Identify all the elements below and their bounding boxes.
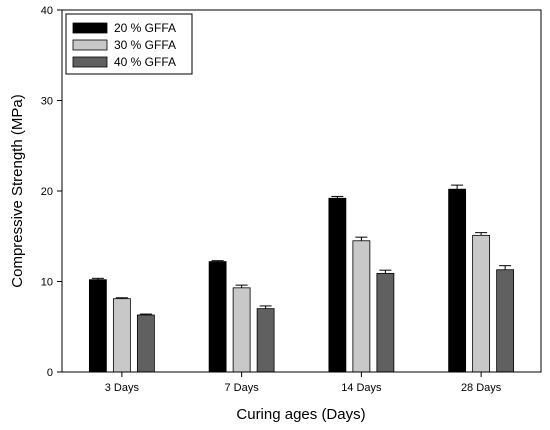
x-tick-label: 28 Days [461,382,502,394]
legend: 20 % GFFA 30 % GFFA 40 % GFFA [65,13,193,75]
bar [376,272,395,373]
x-tick-label: 3 Days [105,382,140,394]
legend-swatch [72,56,108,68]
x-axis-title: Curing ages (Days) [236,406,365,423]
legend-label: 30 % GFFA [114,38,176,52]
bar [232,287,251,373]
legend-swatch [72,22,108,34]
bar [88,279,107,373]
y-axis: 0 10 20 30 40 [41,5,62,379]
y-tick-label: 0 [47,367,53,379]
y-tick-label: 10 [41,277,53,289]
y-tick-label: 30 [41,96,53,108]
bar [328,197,347,373]
bar [112,298,131,373]
legend-label: 40 % GFFA [114,55,176,69]
legend-label: 20 % GFFA [114,21,176,35]
bars-layer [88,188,515,373]
y-axis-title: Compressive Strength (MPa) [9,94,26,287]
error-bars-layer [91,184,512,315]
y-tick-label: 40 [41,5,53,17]
x-axis: 3 Days 7 Days 14 Days 28 Days [105,372,502,394]
bar [136,314,155,373]
legend-swatch [72,39,108,51]
bar [208,261,227,373]
bar [496,269,515,373]
bar [352,240,371,373]
x-tick-label: 14 Days [341,382,382,394]
x-tick-label: 7 Days [225,382,260,394]
bar [448,188,467,373]
bar [472,234,491,373]
bar [256,308,275,373]
y-tick-label: 20 [41,186,53,198]
